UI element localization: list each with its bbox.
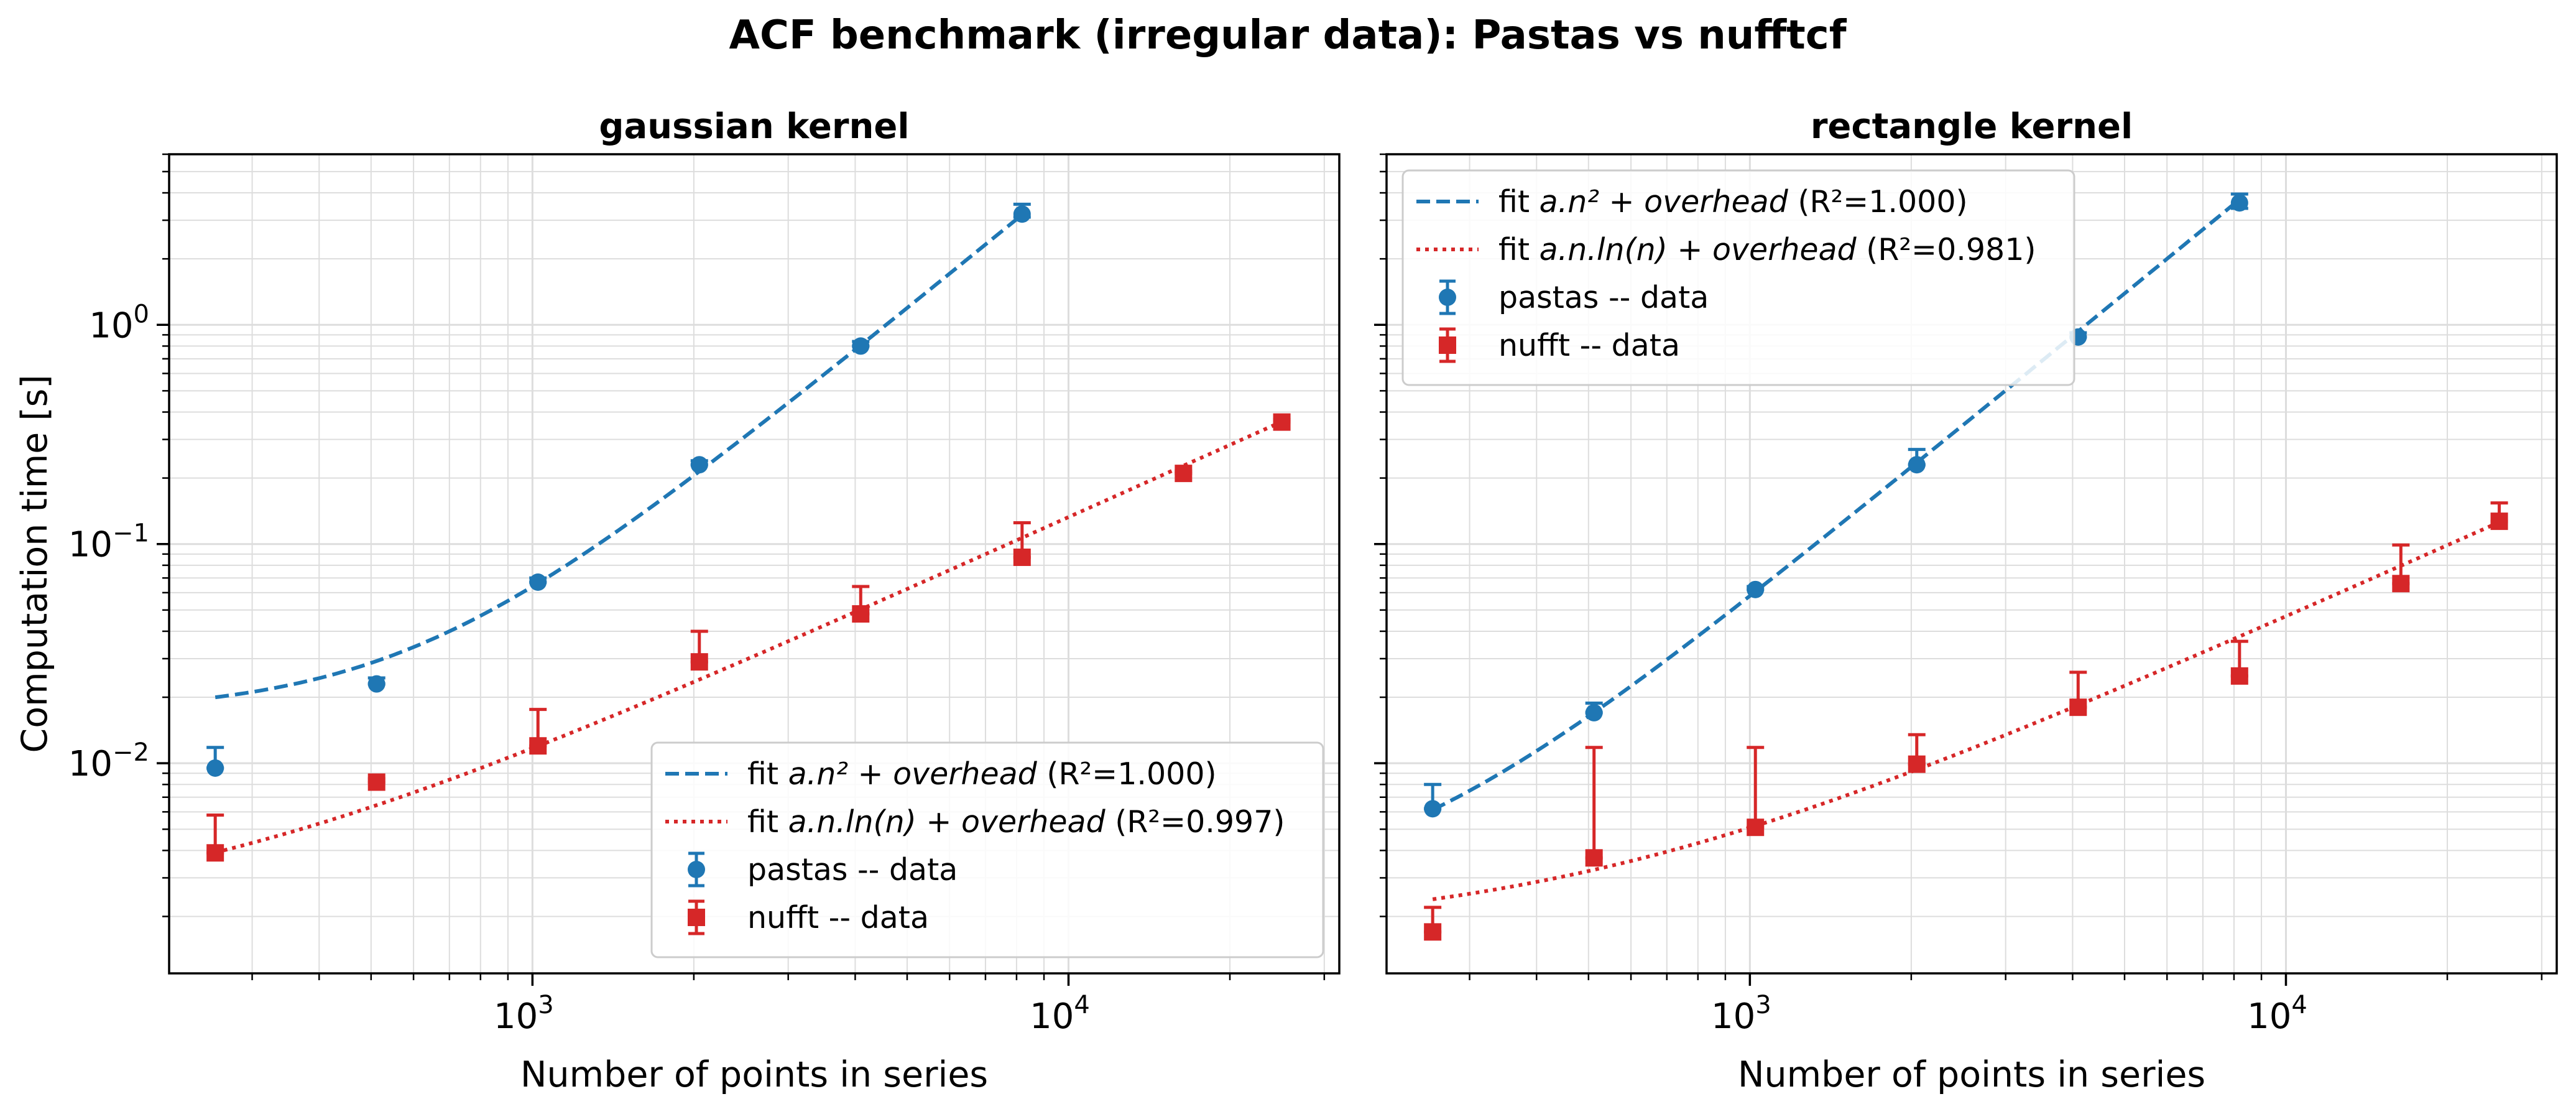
axes-frame — [1385, 153, 2558, 975]
tick-marks — [1374, 153, 2543, 986]
plot-area — [1424, 192, 2508, 941]
nufft-data-point — [2490, 512, 2508, 531]
nufft-data-point — [690, 653, 708, 671]
pastas-data-point — [2230, 194, 2248, 212]
legend-label: nufft -- data — [1498, 328, 1680, 363]
nufft-data-point — [1013, 549, 1031, 567]
nufft-data-point — [2069, 698, 2087, 716]
x-tick-label: 104 — [1030, 991, 1090, 1037]
legend-marker — [688, 861, 705, 878]
pastas-data-point — [852, 337, 870, 355]
legend-label: nufft -- data — [747, 900, 929, 935]
y-axis-label: Computation time [s] — [14, 374, 55, 753]
pastas-data-point — [1013, 205, 1031, 223]
legend-box — [1401, 169, 2075, 386]
tick-marks — [157, 153, 1326, 986]
pastas-data-point — [529, 573, 547, 591]
nufft-data-point — [529, 737, 547, 755]
y-tick-label: 10−1 — [68, 519, 149, 565]
pastas-data-point — [367, 675, 385, 693]
x-tick-label: 103 — [494, 991, 554, 1037]
nufft-data-point — [1424, 923, 1442, 941]
x-axis-label: Number of points in series — [520, 1054, 988, 1095]
legend-marker — [1439, 289, 1456, 306]
y-tick-label: 100 — [89, 300, 149, 346]
legend: fit a.n² + overhead (R²=1.000) fit a.n.ln… — [650, 741, 1324, 958]
legend-label: fit a.n.ln(n) + overhead (R²=0.981) — [1498, 232, 2036, 267]
axes-title: gaussian kernel — [599, 106, 909, 147]
fit-curve-nlogn — [215, 420, 1283, 855]
legend: fit a.n² + overhead (R²=1.000) fit a.n.ln… — [1401, 169, 2075, 386]
legend-label: fit a.n.ln(n) + overhead (R²=0.997) — [747, 804, 1285, 840]
legend-marker — [1439, 336, 1456, 354]
legend-box — [650, 741, 1324, 958]
fit-curve-n2 — [215, 213, 1023, 700]
legend-label: pastas -- data — [1498, 280, 1709, 315]
nufft-data-point — [1747, 818, 1765, 837]
nufft-data-point — [367, 773, 385, 791]
nufft-data-point — [1175, 465, 1193, 483]
pastas-data-point — [690, 456, 708, 474]
nufft-data-point — [852, 605, 870, 623]
axes-frame — [168, 153, 1341, 975]
nufft-data-point — [1908, 755, 1926, 773]
y-tick-label: 10−2 — [68, 738, 149, 784]
pastas-data-point — [206, 759, 224, 777]
pastas-data-point — [1585, 703, 1603, 721]
nufft-data-point — [2392, 575, 2410, 593]
legend-marker — [688, 909, 705, 926]
pastas-data-point — [1908, 456, 1926, 474]
panel-gaussian: 103 104 10−2 10−1 100 gaussian kernel Number o… — [14, 106, 1341, 1095]
pastas-data-point — [1424, 800, 1442, 818]
legend-label: fit a.n² + overhead (R²=1.000) — [1498, 184, 1968, 220]
pastas-data-point — [1747, 580, 1765, 598]
plot-area — [206, 202, 1291, 862]
x-tick-label: 103 — [1711, 991, 1771, 1037]
nufft-data-point — [206, 844, 224, 862]
nufft-data-point — [2230, 667, 2248, 685]
fit-curve-nlogn — [1432, 520, 2500, 901]
legend-label: pastas -- data — [747, 852, 958, 888]
x-tick-label: 104 — [2247, 991, 2307, 1037]
fit-curve-n2 — [1431, 198, 2241, 812]
panel-rectangle: 103 104 rectangle kernel Number of points i… — [1374, 106, 2558, 1095]
nufft-data-point — [1585, 849, 1603, 867]
legend-label: fit a.n² + overhead (R²=1.000) — [747, 756, 1217, 792]
nufft-data-point — [1273, 413, 1291, 431]
x-axis-label: Number of points in series — [1738, 1054, 2205, 1095]
axes-title: rectangle kernel — [1811, 106, 2133, 147]
figure-title: ACF benchmark (irregular data): Pastas v… — [729, 12, 1847, 58]
